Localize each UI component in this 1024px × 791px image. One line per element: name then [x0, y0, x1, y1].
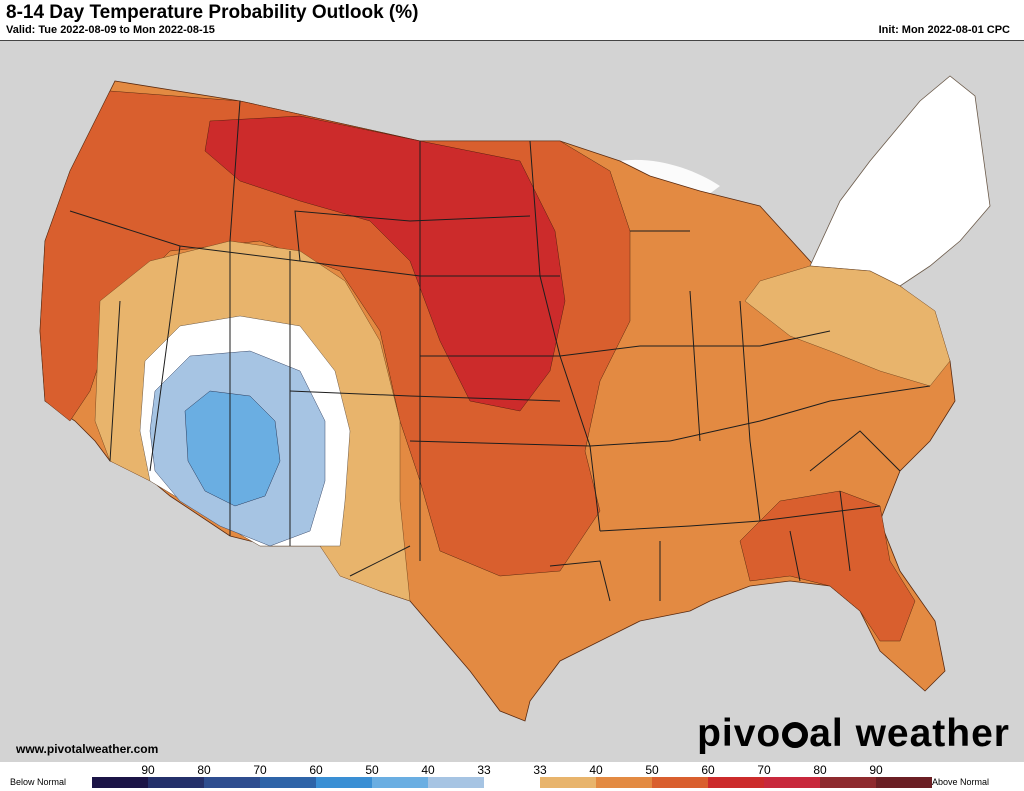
legend-tick-label: 70 — [253, 763, 267, 777]
legend-tick-label: 33 — [533, 763, 547, 777]
legend-tick-label: 90 — [869, 763, 883, 777]
legend-swatch-7 — [484, 777, 540, 788]
valid-period: Valid: Tue 2022-08-09 to Mon 2022-08-15 — [6, 24, 215, 36]
legend-swatch-13 — [820, 777, 876, 788]
legend-tick-label: 90 — [141, 763, 155, 777]
legend-swatch-2 — [204, 777, 260, 788]
outlook-map[interactable] — [0, 40, 1024, 764]
website-url[interactable]: www.pivotalweather.com — [16, 742, 159, 756]
legend-swatch-6 — [428, 777, 484, 788]
logo-text-right: al weather — [809, 712, 1010, 755]
legend-swatch-3 — [260, 777, 316, 788]
midatlantic-above-33 — [744, 265, 951, 387]
legend-swatch-9 — [596, 777, 652, 788]
legend-swatch-8 — [540, 777, 596, 788]
legend-swatch-11 — [708, 777, 764, 788]
probability-legend: Below Normal Above Normal 90 80 70 60 50 40 33… — [0, 762, 1024, 791]
legend-tick-label: 40 — [589, 763, 603, 777]
northern-plains-above-60 — [204, 115, 566, 412]
pivotal-weather-logo: pivo al weather — [697, 712, 1010, 756]
init-time: Init: Mon 2022-08-01 CPC — [878, 24, 1010, 36]
header: 8-14 Day Temperature Probability Outlook… — [0, 0, 1024, 40]
map-title: 8-14 Day Temperature Probability Outlook… — [6, 2, 419, 23]
legend-tick-label: 70 — [757, 763, 771, 777]
logo-text-left: pivo — [697, 712, 782, 755]
legend-tick-label: 33 — [477, 763, 491, 777]
legend-swatch-0 — [92, 777, 148, 788]
legend-swatch-12 — [764, 777, 820, 788]
legend-tick-label: 50 — [645, 763, 659, 777]
legend-swatch-14 — [876, 777, 932, 788]
legend-swatch-5 — [372, 777, 428, 788]
legend-swatch-10 — [652, 777, 708, 788]
legend-tick-label: 80 — [197, 763, 211, 777]
below-normal-label: Below Normal — [10, 777, 67, 787]
legend-tick-label: 80 — [813, 763, 827, 777]
legend-tick-label: 50 — [365, 763, 379, 777]
legend-swatch-4 — [316, 777, 372, 788]
legend-swatch-1 — [148, 777, 204, 788]
legend-tick-label: 60 — [309, 763, 323, 777]
map-canvas — [0, 41, 1024, 763]
state-borders — [69, 100, 931, 602]
legend-color-bar — [92, 777, 932, 788]
legend-tick-label: 40 — [421, 763, 435, 777]
above-normal-label: Above Normal — [932, 777, 990, 787]
gear-icon — [782, 722, 809, 748]
legend-tick-label: 60 — [701, 763, 715, 777]
